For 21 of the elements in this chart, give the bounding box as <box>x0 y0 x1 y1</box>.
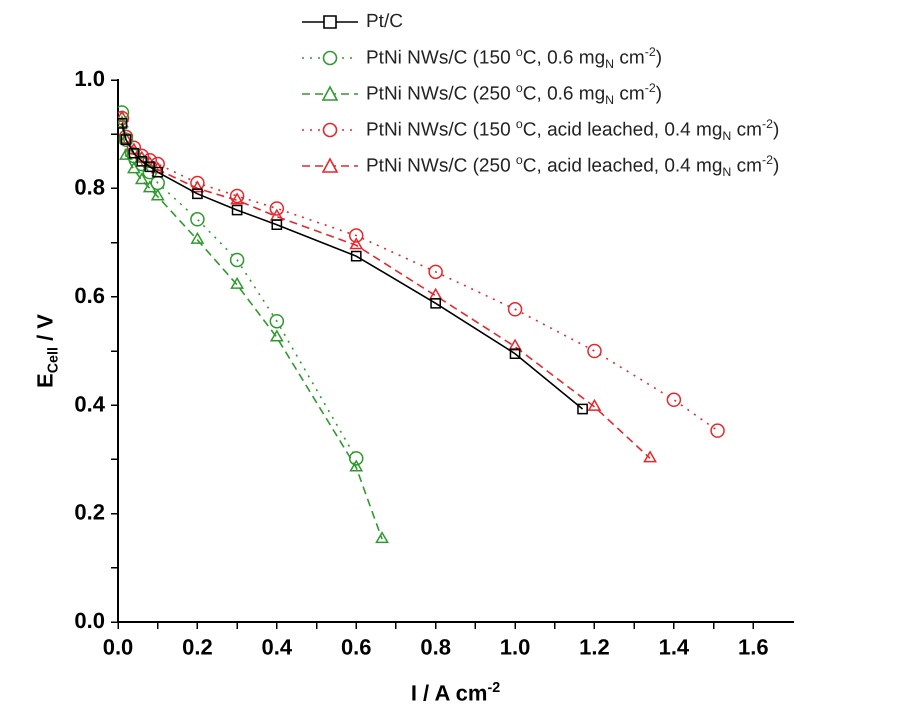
x-tick-label: 1.0 <box>500 634 530 660</box>
x-tick-label: 1.4 <box>658 634 690 660</box>
y-tick-label: 0.0 <box>74 608 105 634</box>
legend-label: PtNi NWs/C (150 $^{o}$C, 0.6 mg$_{N}$ cm$^{-2}$) <box>366 44 662 72</box>
x-tick-label: 0.6 <box>340 634 372 660</box>
y-tick-label: 0.6 <box>74 282 105 308</box>
y-tick-label: 0.2 <box>74 500 105 525</box>
x-tick-label: 1.6 <box>738 634 769 660</box>
x-tick-label: 1.2 <box>579 634 610 660</box>
y-tick-label: 0.8 <box>74 174 105 200</box>
y-tick-label: 1.0 <box>74 66 105 92</box>
x-axis-title: I / A cm$^{-2}$ <box>410 680 502 706</box>
legend-label: PtNi NWs/C (250 $^{o}$C, 0.6 mg$_{N}$ cm$^{-2}$) <box>366 80 662 108</box>
legend-label: Pt/C <box>366 11 403 33</box>
legend-label: PtNi NWs/C (150 $^{o}$C, acid leached, 0.4 mg$_{N}$ cm$^{-2}$) <box>366 116 780 144</box>
legend-label: PtNi NWs/C (250 $^{o}$C, acid leached, 0.4 mg$_{N}$ cm$^{-2}$) <box>366 152 780 180</box>
x-tick-label: 0.0 <box>102 634 134 660</box>
x-tick-label: 0.2 <box>182 634 213 660</box>
x-tick-label: 0.8 <box>420 634 451 660</box>
x-tick-label: 0.4 <box>262 634 293 660</box>
y-tick-label: 0.4 <box>74 391 106 416</box>
